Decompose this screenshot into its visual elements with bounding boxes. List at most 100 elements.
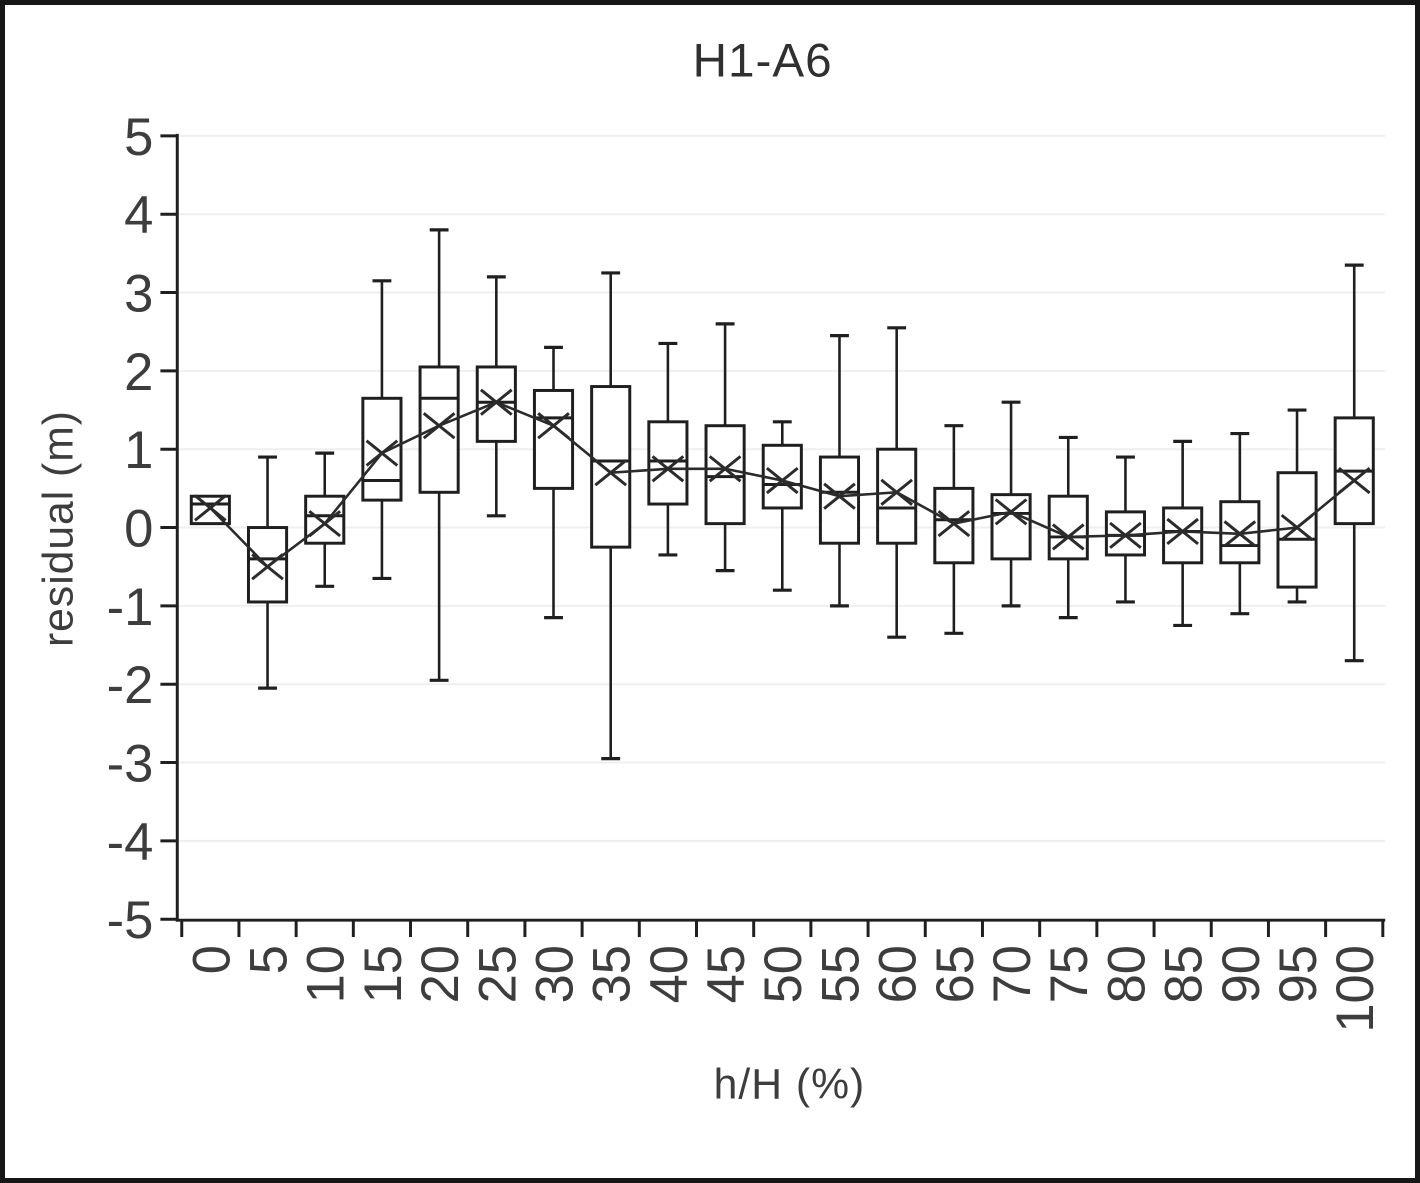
mean-marker: [308, 510, 342, 538]
box-group: [418, 228, 460, 682]
box-group: [990, 400, 1032, 608]
x-tick-label: 30: [525, 945, 584, 1003]
mean-x-stroke: [651, 455, 685, 483]
box-rect: [647, 420, 689, 506]
box-rect: [475, 365, 517, 443]
mean-x-stroke: [422, 412, 456, 440]
mean-x-stroke: [765, 466, 799, 495]
box-rect: [990, 493, 1032, 561]
mean-marker: [1109, 521, 1142, 549]
mean-x-stroke: [994, 498, 1028, 526]
mean-marker: [1223, 520, 1257, 548]
x-tick-label: 45: [697, 945, 756, 1003]
mean-x-stroke: [479, 388, 513, 416]
box-group: [361, 279, 403, 581]
x-tick-label: 95: [1269, 945, 1328, 1003]
x-tick-label: 5: [239, 945, 298, 974]
mean-x-stroke: [308, 510, 342, 538]
mean-x-stroke: [251, 553, 284, 581]
mean-marker: [422, 412, 456, 440]
mean-marker: [994, 498, 1028, 526]
box-group: [1104, 455, 1147, 604]
box-group: [1276, 408, 1318, 604]
box-group: [761, 420, 803, 592]
x-tick-label: 70: [983, 945, 1042, 1003]
chart-title: H1-A6: [693, 34, 833, 87]
mean-x-stroke: [1223, 520, 1257, 548]
x-tick-label: 40: [640, 945, 699, 1003]
y-tick-label: 2: [124, 343, 153, 402]
mean-marker: [1280, 513, 1314, 542]
box-group: [876, 326, 918, 639]
y-tick-label: -3: [107, 734, 154, 793]
axes: 543210-1-2-3-4-5051015202530354045505560…: [107, 108, 1386, 1033]
x-tick-label: 10: [297, 945, 356, 1003]
box-rect: [590, 385, 632, 549]
box-rect: [361, 396, 403, 502]
y-tick-label: 1: [124, 421, 153, 480]
x-tick-label: 15: [354, 945, 413, 1003]
mean-marker: [365, 439, 399, 467]
y-tick-label: -4: [107, 813, 154, 872]
x-tick-label: 90: [1212, 945, 1271, 1003]
mean-marker: [1051, 523, 1085, 551]
mean-x-stroke: [1166, 517, 1199, 546]
mean-x-stroke: [708, 455, 742, 483]
box-rect: [818, 455, 861, 545]
box-rect: [876, 447, 918, 545]
y-tick-label: -5: [107, 891, 154, 950]
box-group: [704, 322, 746, 573]
mean-marker: [537, 412, 570, 440]
mean-x-stroke: [937, 510, 971, 538]
x-tick-label: 65: [926, 945, 985, 1003]
box-rect: [704, 424, 746, 526]
mean-x-stroke: [194, 494, 227, 522]
box-group: [590, 271, 632, 761]
mean-markers: [194, 388, 1371, 581]
boxplot-chart: 543210-1-2-3-4-5051015202530354045505560…: [34, 34, 1386, 1109]
y-axis-label: residual (m): [34, 410, 82, 647]
mean-marker: [765, 466, 799, 495]
mean-marker: [651, 455, 685, 483]
box-rect: [1162, 506, 1204, 565]
box-rect: [246, 526, 289, 604]
x-tick-label: 35: [583, 945, 642, 1003]
mean-x-stroke: [880, 478, 914, 506]
mean-marker: [1166, 517, 1199, 546]
box-group: [818, 334, 861, 608]
box-rect: [532, 388, 575, 490]
mean-marker: [1337, 466, 1371, 495]
x-axis-label: h/H (%): [714, 1061, 866, 1109]
y-tick-label: 0: [124, 499, 153, 558]
box-group: [304, 451, 346, 588]
mean-marker: [251, 553, 284, 581]
mean-x-stroke: [1337, 466, 1371, 495]
mean-marker: [937, 510, 971, 538]
y-tick-label: 4: [124, 186, 153, 245]
x-tick-label: 85: [1155, 945, 1214, 1003]
x-tick-label: 80: [1097, 945, 1156, 1003]
y-tick-label: 5: [124, 108, 153, 167]
mean-marker: [594, 459, 628, 487]
y-tick-label: -1: [107, 578, 154, 637]
mean-marker: [823, 482, 856, 510]
x-tick-label: 20: [411, 945, 470, 1003]
box-series: [189, 228, 1375, 761]
mean-x-stroke: [1280, 513, 1314, 542]
x-tick-label: 75: [1040, 945, 1099, 1003]
box-group: [532, 345, 575, 620]
x-tick-label: 50: [754, 945, 813, 1003]
box-rect: [418, 365, 460, 494]
mean-x-stroke: [1051, 523, 1085, 551]
mean-marker: [194, 494, 227, 522]
box-group: [647, 341, 689, 557]
mean-marker: [479, 388, 513, 416]
x-tick-label: 60: [869, 945, 928, 1003]
mean-marker: [708, 455, 742, 483]
x-tick-label: 55: [811, 945, 870, 1003]
box-group: [475, 275, 517, 518]
mean-marker: [880, 478, 914, 506]
mean-x-stroke: [1109, 521, 1142, 549]
box-group: [246, 455, 289, 690]
